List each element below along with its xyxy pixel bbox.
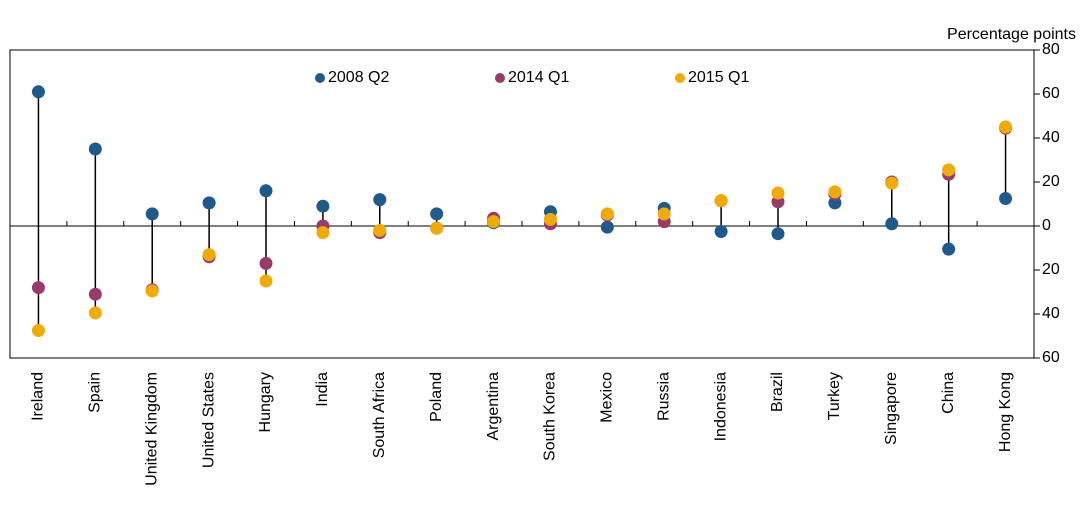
dot [31, 324, 45, 337]
plot-frame [9, 49, 1035, 359]
y-tick-label: 20 [1042, 261, 1060, 278]
dot [999, 120, 1013, 134]
dot [999, 192, 1013, 205]
dot [259, 274, 273, 288]
legend-label: 2014 Q1 [508, 69, 569, 86]
dot [487, 215, 501, 229]
dot [942, 163, 956, 177]
legend-swatch [495, 73, 505, 83]
dot [88, 142, 102, 156]
y-tick-label: 20 [1042, 173, 1060, 190]
x-tick-label: Poland [428, 372, 445, 422]
x-tick-label: Brazil [769, 372, 786, 412]
dot [202, 196, 216, 210]
dot [145, 207, 159, 221]
dot [31, 85, 45, 99]
x-tick-label: Indonesia [712, 372, 729, 441]
x-tick-label: Russia [655, 372, 672, 421]
dot [430, 207, 444, 221]
x-tick-label: Ireland [30, 372, 47, 421]
dot [430, 221, 444, 235]
axis-label: Percentage points [947, 26, 1076, 43]
legend-swatch [675, 73, 685, 83]
y-tick-label: 80 [1042, 41, 1060, 58]
dot [259, 184, 273, 198]
dot [600, 220, 614, 234]
dot [373, 223, 387, 237]
dot [259, 256, 273, 270]
legend-label: 2008 Q2 [328, 69, 389, 86]
x-tick-label: Spain [87, 372, 104, 413]
y-tick-label: 60 [1042, 85, 1060, 102]
x-tick-label: India [314, 372, 331, 407]
dot [714, 225, 728, 238]
dot [714, 194, 728, 208]
dot [828, 185, 842, 199]
x-tick-label: China [940, 372, 957, 414]
y-tick-label: 0 [1042, 217, 1051, 234]
dot [316, 226, 330, 240]
legend-swatch [315, 73, 325, 83]
dot [885, 217, 899, 231]
dot [600, 207, 614, 221]
x-tick-label: United Kingdom [143, 372, 160, 486]
y-tick-label: 40 [1042, 305, 1060, 322]
x-tick-label: Argentina [485, 372, 502, 441]
x-tick-label: South Africa [371, 372, 388, 458]
x-tick-label: South Korea [542, 372, 559, 461]
x-tick-label: Mexico [599, 372, 616, 423]
dot [771, 186, 785, 200]
dot [373, 193, 387, 207]
y-tick-label: 40 [1042, 129, 1060, 146]
dot [31, 281, 45, 295]
x-tick-label: United States [200, 372, 217, 468]
dot [88, 306, 102, 320]
dot [543, 212, 557, 226]
dot [316, 199, 330, 213]
x-tick-label: Hungary [257, 372, 274, 432]
y-tick-label: 60 [1042, 349, 1060, 366]
dot [885, 176, 899, 190]
dot [88, 287, 102, 301]
dot [942, 242, 956, 256]
x-tick-label: Turkey [826, 372, 843, 420]
dot [145, 284, 159, 298]
legend-label: 2015 Q1 [688, 69, 749, 86]
x-tick-label: Hong Kong [997, 372, 1014, 452]
dot [202, 248, 216, 262]
dot [657, 207, 671, 221]
x-tick-label: Singapore [883, 372, 900, 445]
dot [771, 227, 785, 241]
